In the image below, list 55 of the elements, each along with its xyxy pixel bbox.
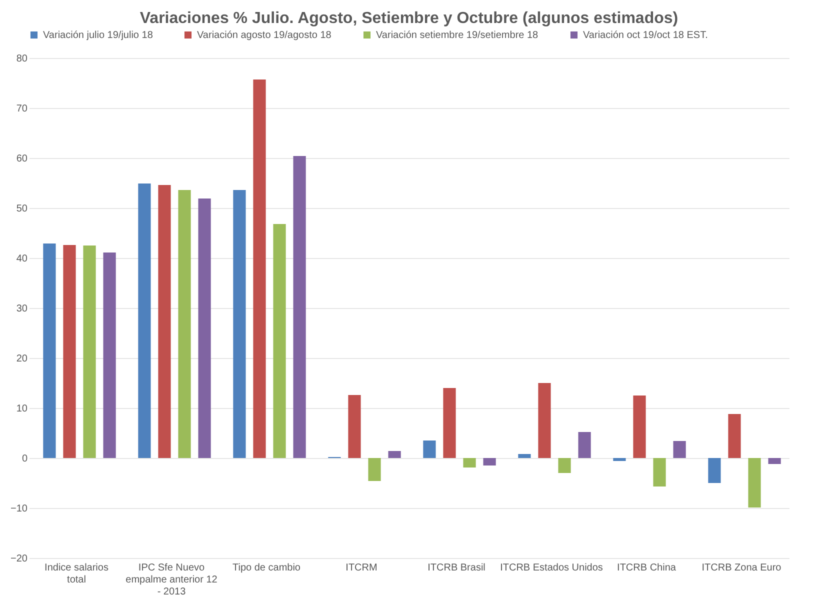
- legend-label: Variación setiembre 19/setiembre 18: [376, 30, 539, 41]
- bar: [198, 198, 211, 458]
- bar: [178, 190, 191, 458]
- bar: [293, 156, 306, 458]
- bar: [443, 388, 456, 458]
- y-tick-label: 60: [16, 154, 28, 164]
- bar: [518, 454, 531, 458]
- bar: [368, 458, 381, 481]
- y-tick-label: 70: [16, 104, 28, 114]
- x-tick-label: ITCRB Estados Unidos: [500, 562, 603, 574]
- bar: [348, 395, 361, 458]
- chart-title: Variaciones % Julio. Agosto, Setiembre y Octubre (algunos estimados): [140, 10, 678, 27]
- legend-label: Variación oct 19/oct 18 EST.: [583, 30, 708, 41]
- bar: [558, 458, 571, 473]
- y-tick-label: 30: [16, 304, 28, 314]
- y-tick-label: −10: [10, 504, 28, 514]
- x-tick-label: Indice salarios total: [44, 562, 108, 586]
- bar: [708, 458, 721, 483]
- bar: [578, 432, 591, 458]
- legend-label: Variación agosto 19/agosto 18: [197, 30, 332, 41]
- bar: [273, 224, 286, 458]
- bar: [483, 458, 496, 466]
- bar: [423, 440, 436, 458]
- bar: [43, 244, 56, 458]
- bar: [728, 414, 741, 458]
- y-tick-label: −20: [10, 554, 28, 564]
- bar: [83, 246, 96, 458]
- legend-label: Variación julio 19/julio 18: [43, 30, 154, 41]
- bar: [768, 458, 781, 464]
- x-tick-label: ITCRB Brasil: [428, 562, 486, 574]
- x-tick-label: Tipo de cambio: [232, 562, 301, 574]
- x-tick-label: IPC Sfe Nuevo empalme anterior 12 - 2013: [126, 562, 218, 598]
- bar: [253, 80, 266, 458]
- bar: [103, 252, 116, 458]
- bar: [673, 441, 686, 458]
- bar: [633, 396, 646, 458]
- x-tick-label: ITCRB China: [617, 562, 676, 574]
- bar: [463, 458, 476, 468]
- y-tick-label: 0: [22, 454, 28, 464]
- bar: [233, 190, 246, 458]
- bar: [653, 458, 666, 486]
- y-tick-label: 20: [16, 354, 28, 364]
- bar: [63, 245, 76, 458]
- bar: [388, 451, 401, 458]
- x-tick-label: ITCRB Zona Euro: [702, 562, 782, 574]
- bar: [748, 458, 761, 508]
- bar: [138, 184, 151, 458]
- bar: [613, 458, 626, 461]
- bar: [158, 185, 171, 458]
- x-tick-label: ITCRM: [346, 562, 378, 574]
- y-tick-label: 80: [16, 54, 28, 64]
- y-tick-label: 10: [16, 404, 28, 414]
- bar: [538, 383, 551, 458]
- y-tick-label: 50: [16, 204, 28, 214]
- y-tick-label: 40: [16, 254, 28, 264]
